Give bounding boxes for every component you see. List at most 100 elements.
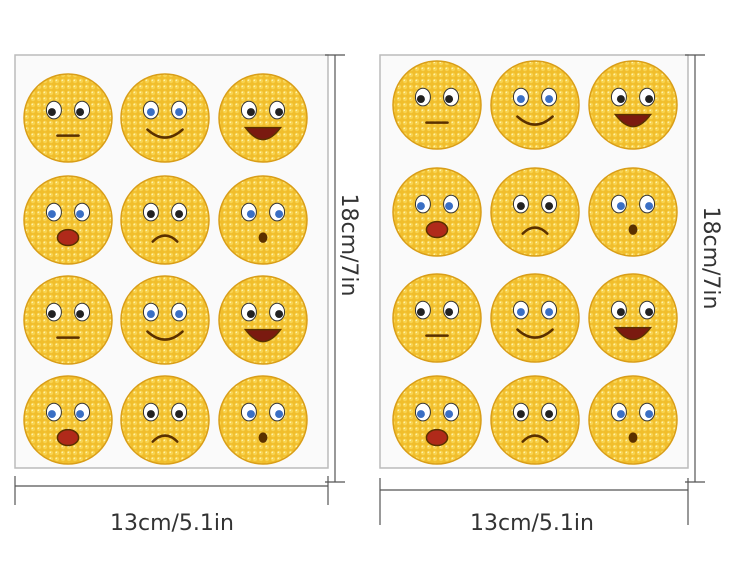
width-label: 13cm/5.1in (110, 511, 234, 536)
pupil (175, 108, 184, 117)
pupil (545, 202, 554, 211)
emoji (392, 273, 482, 363)
pupil (76, 108, 85, 117)
emoji-face (23, 73, 113, 163)
emoji-face (218, 175, 308, 265)
emoji-face (588, 60, 678, 150)
pupil (175, 310, 184, 319)
pupil (645, 410, 654, 419)
emoji-face (392, 60, 482, 150)
emoji (120, 73, 210, 163)
pupil (275, 108, 284, 117)
emoji-face (490, 60, 580, 150)
mouth (521, 226, 549, 235)
pupil (416, 202, 425, 211)
mouth (56, 228, 80, 247)
mouth (151, 434, 179, 443)
emoji (490, 60, 580, 150)
mouth (425, 220, 449, 239)
pupil (146, 310, 155, 319)
emoji-face (23, 275, 113, 365)
emoji-face (23, 175, 113, 265)
pupil (416, 95, 425, 104)
emoji-face (120, 175, 210, 265)
emoji-face (120, 73, 210, 163)
emoji (23, 175, 113, 265)
mouth (521, 434, 549, 443)
emoji (120, 375, 210, 465)
pupil (445, 95, 454, 104)
pupil (445, 308, 454, 317)
pupil (47, 410, 56, 419)
pupil (275, 410, 284, 419)
pupil (645, 202, 654, 211)
pupil (246, 108, 255, 117)
pupil (516, 202, 525, 211)
pupil (146, 410, 155, 419)
mouth (243, 328, 283, 343)
pupil (275, 310, 284, 319)
emoji-face (490, 273, 580, 363)
emoji-face (120, 375, 210, 465)
emoji (490, 167, 580, 257)
pupil (47, 210, 56, 219)
pupil (645, 95, 654, 104)
emoji (120, 275, 210, 365)
emoji-face (490, 375, 580, 465)
emoji-face (218, 375, 308, 465)
emoji (588, 273, 678, 363)
width-label: 13cm/5.1in (470, 511, 594, 536)
emoji (588, 167, 678, 257)
emoji (490, 375, 580, 465)
mouth (613, 113, 653, 128)
pupil (175, 210, 184, 219)
emoji-face (588, 273, 678, 363)
pupil (645, 308, 654, 317)
pupil (516, 95, 525, 104)
emoji (392, 167, 482, 257)
emoji (120, 175, 210, 265)
emoji-face (120, 275, 210, 365)
mouth (516, 115, 554, 126)
emoji-face (588, 167, 678, 257)
mouth (146, 330, 184, 341)
mouth (516, 328, 554, 339)
mouth (425, 428, 449, 447)
emoji-face (392, 167, 482, 257)
pupil (416, 308, 425, 317)
emoji (23, 375, 113, 465)
pupil (516, 308, 525, 317)
pupil (516, 410, 525, 419)
emoji-face (588, 375, 678, 465)
pupil (76, 310, 85, 319)
emoji (392, 375, 482, 465)
pupil (545, 410, 554, 419)
pupil (146, 210, 155, 219)
pupil (545, 308, 554, 317)
pupil (616, 308, 625, 317)
emoji (218, 275, 308, 365)
mouth (243, 126, 283, 141)
emoji-face (392, 375, 482, 465)
emoji (218, 375, 308, 465)
mouth (258, 432, 268, 443)
emoji (218, 175, 308, 265)
mouth (146, 128, 184, 139)
pupil (616, 95, 625, 104)
height-label: 18cm/7in (336, 194, 361, 297)
pupil (616, 410, 625, 419)
pupil (76, 210, 85, 219)
emoji-face (218, 275, 308, 365)
pupil (246, 410, 255, 419)
emoji-face (23, 375, 113, 465)
emoji (490, 273, 580, 363)
emoji-stickers (23, 60, 678, 465)
pupil (545, 95, 554, 104)
pupil (146, 108, 155, 117)
pupil (616, 202, 625, 211)
mouth (258, 232, 268, 243)
height-label: 18cm/7in (698, 207, 723, 310)
pupil (416, 410, 425, 419)
